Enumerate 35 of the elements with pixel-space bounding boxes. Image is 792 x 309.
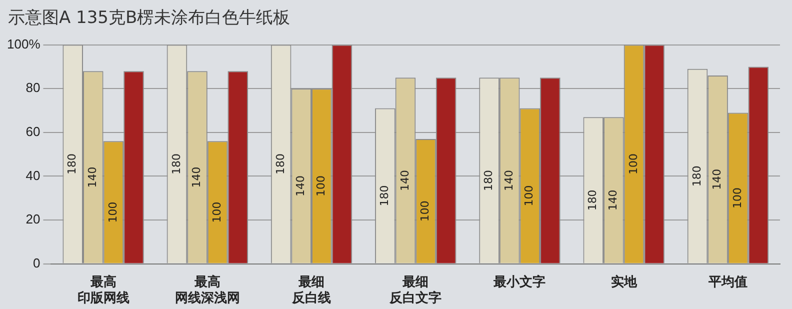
text: 180 [274, 154, 287, 175]
chart-title: 示意图A 135克B楞未涂布白色牛纸板 [8, 7, 290, 29]
text: 140 [398, 170, 412, 191]
text: 100 [418, 200, 432, 222]
series-label: 140 [190, 166, 204, 188]
x-tick-label: 最高网线深浅网 [174, 274, 240, 305]
y-tick-label: 40 [26, 168, 40, 183]
text: 100 [730, 187, 744, 208]
x-tick-label: 最细反白线 [291, 274, 332, 305]
text: 180 [482, 170, 496, 191]
text: 100 [210, 202, 224, 223]
x-tick-label: 最小文字 [492, 274, 546, 290]
text: 100 [314, 175, 328, 196]
text: 180 [378, 185, 392, 206]
x-tick-label: 实地 [610, 274, 638, 290]
text: 180 [170, 154, 183, 175]
text: 100 [522, 185, 536, 206]
y-tick-label: 80 [26, 80, 40, 96]
y-tick-label: 20 [26, 212, 40, 227]
text: 100 [626, 154, 640, 175]
series-label: 100 [106, 202, 120, 223]
y-tick-label: 60 [26, 124, 40, 139]
x-tick-label: 最高印版网线 [77, 274, 130, 305]
text: 140 [606, 190, 620, 211]
x-tick-label: 最细反白文字 [388, 274, 442, 305]
series-label: 180 [66, 154, 79, 175]
text: 180 [586, 190, 600, 211]
text: 180 [690, 166, 704, 187]
text: 140 [502, 170, 516, 191]
text: 140 [86, 166, 100, 188]
text: 140 [294, 175, 308, 196]
y-tick-label: 0 [33, 255, 40, 270]
y-tick-label: 100% [7, 36, 41, 52]
text: 140 [710, 168, 724, 190]
x-tick-label: 平均值 [707, 274, 748, 290]
